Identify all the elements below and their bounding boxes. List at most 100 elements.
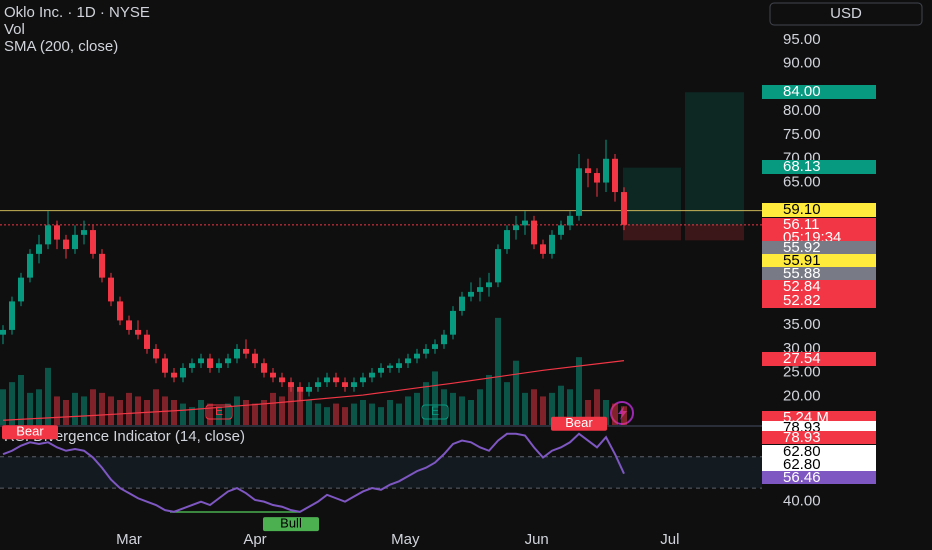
volume-bar — [531, 389, 537, 425]
x-tick-label: Jul — [660, 531, 679, 548]
volume-bar — [126, 392, 132, 425]
candle-body — [180, 367, 186, 378]
candle-body — [81, 230, 87, 235]
volume-bar — [90, 389, 96, 425]
volume-bar — [252, 403, 258, 425]
candle-body — [108, 277, 114, 302]
volume-bar — [459, 396, 465, 425]
price-label-box — [762, 203, 876, 217]
volume-bar — [450, 392, 456, 425]
volume-bar — [198, 400, 204, 425]
candle-body — [387, 365, 393, 368]
price-label: 84.00 — [783, 83, 821, 100]
candle-body — [144, 334, 150, 349]
legend-volume: Vol — [4, 21, 25, 38]
target-zone — [623, 167, 681, 225]
volume-bar — [0, 389, 6, 425]
volume-bar — [585, 400, 591, 425]
candle-body — [549, 234, 555, 254]
candle-body — [576, 168, 582, 216]
candle-body — [270, 372, 276, 378]
volume-bar — [63, 400, 69, 425]
rsi-label: 62.80 — [783, 443, 821, 460]
price-label-box — [762, 294, 876, 308]
volume-bar — [270, 392, 276, 425]
volume-bar — [612, 403, 618, 425]
candle-body — [585, 168, 591, 174]
legend-sma: SMA (200, close) — [4, 38, 118, 55]
candle-body — [423, 348, 429, 354]
price-label-box — [762, 160, 876, 174]
target-zone — [685, 92, 744, 225]
volume-bar — [207, 403, 213, 425]
price-label-box — [762, 85, 876, 99]
currency[interactable]: USD — [830, 5, 862, 22]
candle-body — [540, 244, 546, 254]
volume-bar — [315, 403, 321, 425]
candle-body — [153, 348, 159, 359]
candle-body — [324, 377, 330, 383]
rsi-band — [0, 456, 762, 489]
rsi-label: 78.93 — [783, 429, 821, 446]
volume-bar — [486, 375, 492, 425]
candle-body — [63, 239, 69, 250]
y-tick-label: 75.00 — [783, 126, 821, 143]
candle-body — [243, 348, 249, 354]
volume-bar — [441, 389, 447, 425]
candle-body — [72, 234, 78, 250]
candle-body — [27, 253, 33, 278]
sma-line — [2, 360, 625, 421]
candle-body — [468, 291, 474, 297]
y-tick-label: 25.00 — [783, 364, 821, 381]
price-label: 55.92 — [783, 239, 821, 256]
volume-bar — [180, 403, 186, 425]
candle-body — [234, 348, 240, 359]
candle-body — [414, 353, 420, 359]
rsi-label: 62.80 — [783, 456, 821, 473]
candle-body — [594, 173, 600, 183]
candle-body — [558, 225, 564, 235]
candle-body — [99, 253, 105, 278]
signal-label: Bear — [565, 415, 593, 430]
volume-bar — [603, 400, 609, 425]
volume-bar — [405, 396, 411, 425]
volume-bar — [396, 403, 402, 425]
candle-body — [396, 363, 402, 368]
volume-bar — [387, 400, 393, 425]
volume-bar — [558, 385, 564, 425]
signal-box — [263, 517, 319, 532]
signal-label: Bear — [16, 424, 44, 439]
candle-body — [207, 358, 213, 368]
volume-bar — [306, 400, 312, 425]
volume-bar — [9, 382, 15, 425]
earnings-icon[interactable] — [421, 404, 449, 420]
volume-bar — [297, 389, 303, 425]
candle-body — [252, 353, 258, 364]
x-tick-label: Apr — [243, 531, 266, 548]
candle-body — [126, 320, 132, 330]
candle-body — [351, 382, 357, 387]
rsi-label-box — [762, 445, 876, 458]
y-tick-label: 80.00 — [783, 102, 821, 119]
y-tick-label: 35.00 — [783, 316, 821, 333]
candle-body — [189, 363, 195, 368]
candle-body — [405, 358, 411, 364]
rsi-label: 56.46 — [783, 469, 821, 486]
volume-bar — [171, 400, 177, 425]
candle-body — [459, 296, 465, 311]
volume-bar — [117, 400, 123, 425]
volume-bar — [576, 357, 582, 425]
volume-bar — [216, 407, 222, 425]
price-label: 52.84 — [783, 278, 821, 295]
price-label: 56.11 — [783, 216, 819, 233]
currency-button[interactable] — [769, 2, 923, 26]
candle-body — [495, 249, 501, 283]
rsi-label-box — [762, 431, 876, 444]
candle-body — [45, 225, 51, 245]
volume-bar — [351, 403, 357, 425]
volume-bar — [333, 403, 339, 425]
earnings-icon[interactable] — [205, 404, 233, 420]
signal-label: Bull — [280, 516, 302, 531]
candle-body — [306, 386, 312, 392]
